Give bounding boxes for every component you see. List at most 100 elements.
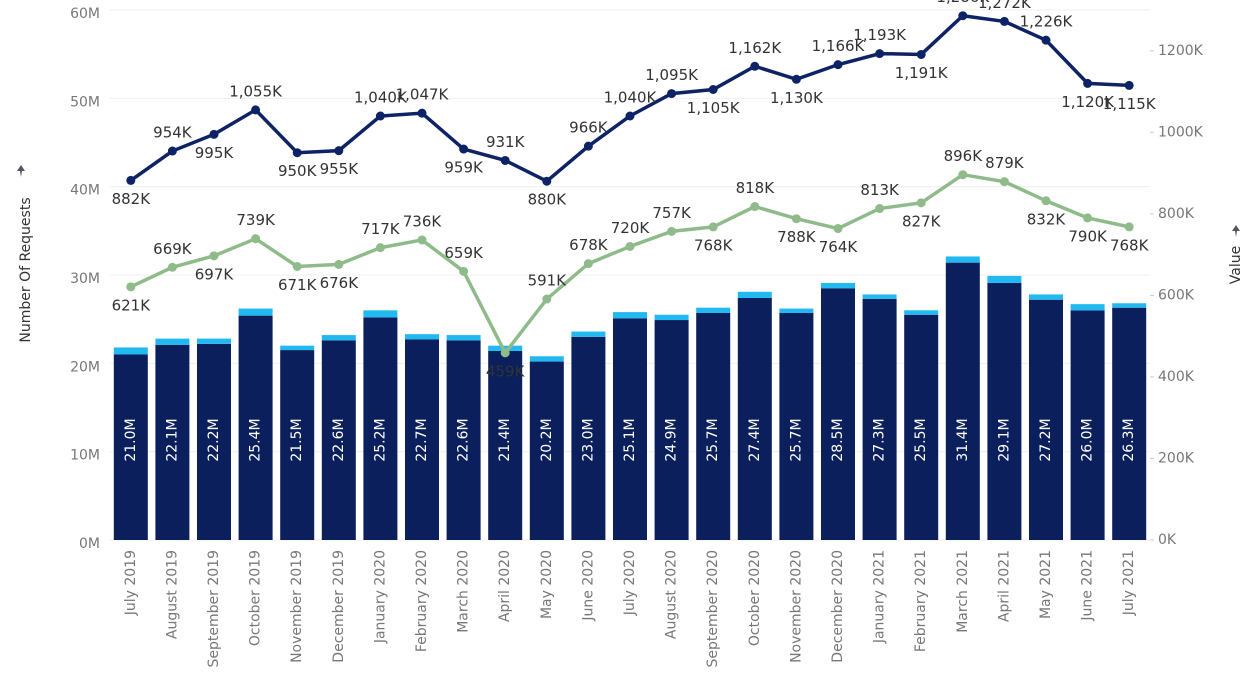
- bar-label: 21.4M: [497, 418, 513, 461]
- x-tick-label: February 2020: [414, 550, 430, 652]
- bar: [654, 314, 689, 321]
- bar: [155, 344, 190, 540]
- bar: [987, 282, 1022, 540]
- line-label: 697K: [195, 265, 235, 283]
- line-point: [583, 141, 593, 151]
- bar-label: 25.7M: [788, 418, 804, 461]
- line-label: 1,120K: [1061, 93, 1115, 111]
- x-tick-label: August 2019: [164, 550, 180, 639]
- line-label: 621K: [112, 296, 152, 314]
- bar: [1029, 294, 1063, 300]
- line-label: 966K: [569, 119, 609, 137]
- line-point: [375, 111, 385, 121]
- line-point: [209, 129, 219, 139]
- y-tick-label: 30M: [70, 271, 100, 287]
- line-label: 1,162K: [728, 39, 782, 57]
- y-tick-label: 60M: [70, 6, 100, 22]
- bar-label: 25.4M: [248, 418, 264, 461]
- line-label: 1,226K: [1020, 13, 1074, 31]
- line-point: [958, 170, 968, 180]
- bar-label: 21.0M: [123, 418, 139, 461]
- line-point: [1083, 213, 1093, 223]
- line-point: [459, 266, 469, 276]
- y-tick-label: 10M: [70, 448, 100, 464]
- bar: [363, 317, 398, 540]
- x-tick-label: July 2020: [622, 550, 638, 616]
- y-tick-label: 50M: [70, 94, 100, 110]
- x-tick-label: December 2020: [830, 550, 846, 663]
- x-tick-label: October 2020: [747, 550, 763, 646]
- line-label: 1,047K: [396, 86, 450, 104]
- line-point: [958, 11, 968, 21]
- x-tick-label: March 2020: [456, 550, 472, 633]
- line-point: [999, 16, 1009, 26]
- line-label: 1,040K: [354, 89, 408, 107]
- y2-tick-label: 800K: [1158, 206, 1195, 222]
- x-tick-label: October 2019: [248, 550, 264, 646]
- bar-label: 22.6M: [456, 418, 472, 461]
- line-point: [500, 348, 510, 358]
- line-point: [126, 175, 136, 185]
- bar-label: 26.0M: [1080, 418, 1096, 461]
- y2-tick-label: 200K: [1158, 450, 1195, 466]
- bar: [696, 307, 731, 313]
- x-tick-label: September 2020: [705, 550, 721, 667]
- line-label: 818K: [736, 179, 776, 197]
- bar: [613, 318, 647, 540]
- y-axis-title: Number Of Requests: [18, 197, 34, 342]
- line-point: [833, 60, 843, 70]
- bar-label: 25.7M: [705, 418, 721, 461]
- line-point: [916, 49, 926, 59]
- y2-tick-label: 1000K: [1158, 124, 1204, 140]
- bar: [1070, 304, 1105, 311]
- line-point: [791, 214, 801, 224]
- x-tick-label: August 2020: [664, 550, 680, 639]
- bar: [1070, 310, 1105, 540]
- line-point: [126, 282, 136, 292]
- bar: [113, 347, 148, 355]
- line-label: 671K: [278, 276, 318, 294]
- line-point: [1041, 196, 1051, 206]
- line-point: [583, 259, 593, 269]
- bar: [321, 335, 356, 341]
- bar: [904, 314, 939, 540]
- bar-label: 27.4M: [747, 418, 763, 461]
- x-tick-label: January 2021: [872, 550, 888, 644]
- bar: [696, 312, 731, 540]
- bar: [280, 350, 315, 540]
- x-tick-label: March 2021: [955, 550, 971, 633]
- bar: [488, 345, 523, 351]
- line-point: [875, 49, 885, 59]
- bar: [862, 298, 897, 540]
- line-point: [916, 198, 926, 208]
- line-label: 954K: [153, 124, 193, 142]
- bar: [488, 350, 523, 540]
- line-point: [542, 294, 552, 304]
- bar: [945, 262, 980, 540]
- bar-label: 22.7M: [414, 418, 430, 461]
- line-label: 1,040K: [604, 89, 658, 107]
- bar: [571, 331, 606, 337]
- line-label: 1,286K: [936, 0, 990, 6]
- line-label: 880K: [528, 191, 568, 209]
- x-tick-label: May 2020: [539, 550, 555, 619]
- y2-axis-title: Value: [1228, 246, 1244, 284]
- bar: [197, 338, 231, 344]
- pin-icon: [17, 165, 25, 177]
- line-point: [1124, 222, 1134, 232]
- bar-label: 28.5M: [830, 418, 846, 461]
- line-label: 736K: [403, 212, 443, 230]
- bar-label: 27.2M: [1038, 418, 1054, 461]
- line-point: [334, 146, 344, 156]
- line-label: 832K: [1027, 210, 1067, 228]
- line-label: 879K: [985, 154, 1025, 172]
- line-point: [1083, 78, 1093, 88]
- line-label: 955K: [320, 160, 360, 178]
- line-label: 813K: [860, 181, 900, 199]
- line-point: [791, 74, 801, 84]
- x-tick-label: April 2020: [497, 550, 513, 622]
- bar-label: 22.1M: [164, 418, 180, 461]
- x-tick-label: April 2021: [996, 550, 1012, 622]
- line-point: [542, 176, 552, 186]
- bar: [821, 282, 855, 289]
